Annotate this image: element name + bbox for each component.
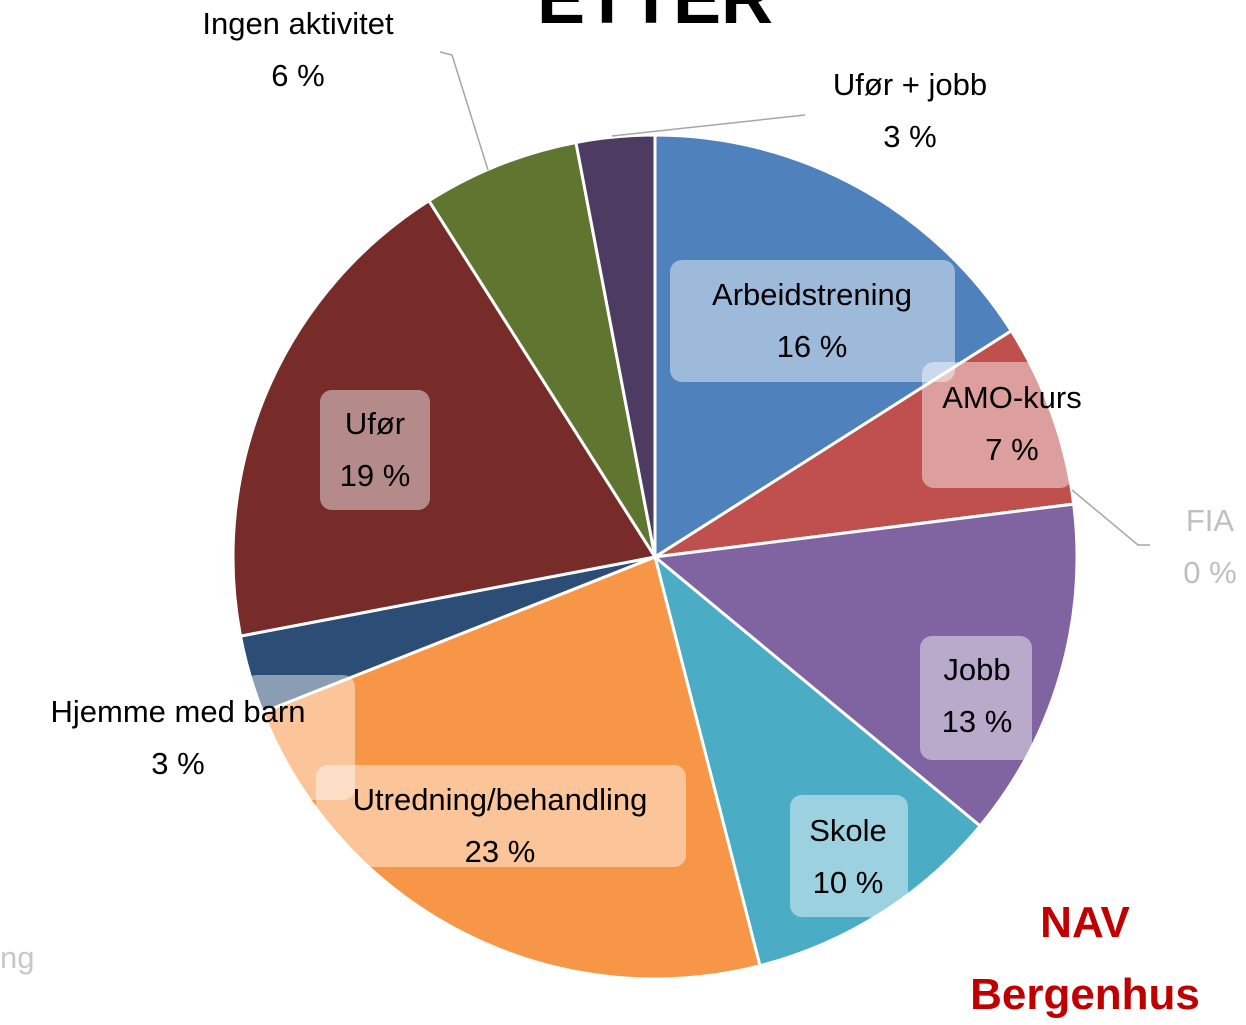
label-box (320, 390, 430, 510)
annotation-line: Bergenhus (970, 970, 1200, 1019)
label-box (920, 636, 1032, 760)
category-label: FIA (1186, 503, 1235, 538)
category-label: Arbeidstrening (712, 277, 912, 312)
category-label: Utredning/behandling (353, 782, 648, 817)
value-label: 10 % (813, 865, 884, 900)
value-label: 7 % (985, 432, 1038, 467)
value-label: 23 % (465, 834, 536, 869)
pie-slice (260, 554, 762, 981)
pie-slice (574, 133, 657, 558)
pie-slice (653, 133, 1014, 560)
category-label: Ingen aktivitet (202, 6, 394, 41)
leader-line (439, 51, 489, 171)
chart-title: ETTER (537, 0, 773, 39)
label-box (316, 765, 686, 867)
value-label: 13 % (942, 704, 1013, 739)
annotation: NAV Bergenhus (970, 898, 1200, 1019)
label-box (670, 260, 955, 382)
leader-line (611, 114, 806, 137)
category-label: AMO-kurs (942, 380, 1082, 415)
label-box (790, 795, 908, 917)
pie-slice (652, 552, 983, 968)
pie-slice (426, 140, 657, 558)
partial-text: ng (0, 940, 34, 975)
category-label: Skole (809, 813, 887, 848)
pie-slice (231, 198, 658, 638)
label-box (245, 675, 355, 800)
category-label: Ufør (345, 406, 405, 441)
value-label: 6 % (271, 58, 324, 93)
value-label: 3 % (883, 119, 936, 154)
value-label: 3 % (151, 746, 204, 781)
annotation-line: NAV (1040, 898, 1130, 947)
value-label: 16 % (777, 329, 848, 364)
category-label: Hjemme med barn (51, 694, 306, 729)
label-box (922, 362, 1072, 488)
pie-slice (654, 328, 1076, 559)
pie-slice (651, 502, 1079, 829)
leader-line (1071, 489, 1150, 546)
category-label: Ufør + jobb (833, 67, 987, 102)
category-label: Jobb (943, 652, 1010, 687)
value-label: 0 % (1183, 555, 1236, 590)
value-label: 19 % (340, 458, 411, 493)
